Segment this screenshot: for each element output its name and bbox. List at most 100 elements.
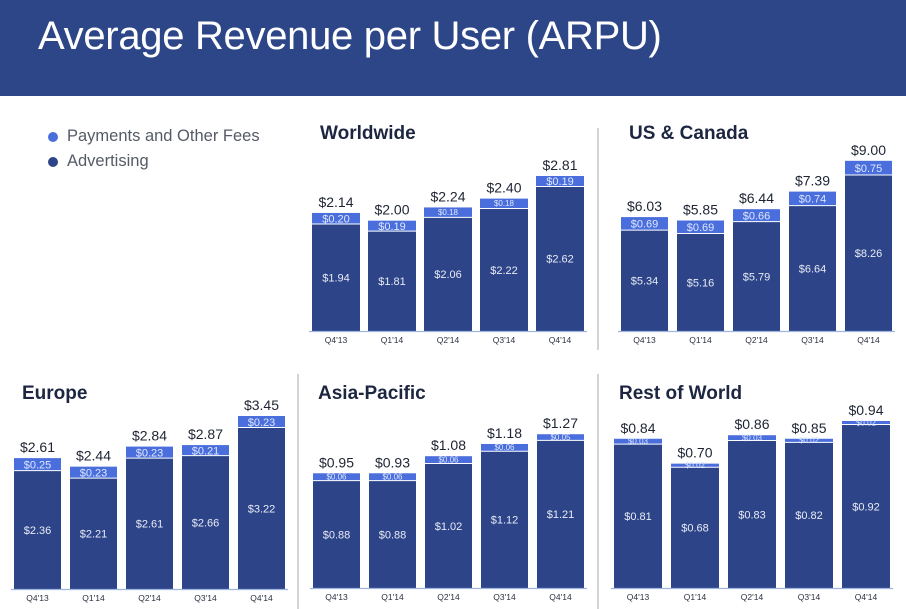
data-label-payments: $0.06: [382, 472, 403, 481]
bar-advertising: [126, 458, 173, 589]
bar-advertising: [368, 231, 416, 331]
data-label-advertising: $0.83: [738, 509, 766, 521]
legend-item-advertising: Advertising: [48, 149, 260, 174]
advertising-swatch-icon: [48, 156, 58, 167]
data-label-total: $3.45: [244, 397, 279, 413]
data-label-advertising: $0.81: [624, 511, 652, 523]
data-label-advertising: $0.88: [323, 529, 351, 541]
data-label-total: $0.84: [620, 420, 655, 436]
data-label-advertising: $0.92: [852, 501, 880, 513]
data-label-payments: $0.19: [546, 176, 574, 188]
payments-swatch-icon: [48, 131, 58, 142]
bar-payments: [728, 435, 776, 441]
bar-payments: [182, 445, 229, 456]
page-title: Average Revenue per User (ARPU): [38, 14, 662, 58]
bar-advertising: [842, 424, 890, 588]
x-tick-label: Q2'14: [745, 335, 768, 345]
bar-advertising: [70, 478, 117, 589]
x-tick-label: Q2'14: [741, 592, 764, 602]
divider-top-right: [597, 128, 599, 350]
data-label-advertising: $1.81: [378, 276, 406, 288]
bar-payments: [70, 466, 117, 479]
data-label-advertising: $2.21: [80, 529, 108, 541]
data-label-total: $1.18: [487, 425, 522, 441]
bar-payments: [480, 198, 528, 209]
bar-advertising: [785, 442, 833, 588]
x-tick-label: Q4'13: [627, 592, 650, 602]
x-tick-label: Q2'14: [437, 335, 460, 345]
data-label-payments: $0.23: [136, 447, 164, 459]
bar-payments: [369, 473, 416, 481]
bar-payments: [785, 438, 833, 443]
legend-label: Payments and Other Fees: [67, 127, 260, 145]
x-tick-label: Q1'14: [82, 593, 105, 603]
data-label-advertising: $2.66: [192, 517, 220, 529]
x-tick-label: Q2'14: [138, 593, 161, 603]
data-label-payments: $0.69: [687, 222, 715, 234]
bar-advertising: [536, 186, 584, 331]
x-tick-label: Q4'13: [325, 592, 348, 602]
x-tick-label: Q4'13: [633, 335, 656, 345]
data-label-payments: $0.02: [685, 461, 706, 470]
x-tick-label: Q4'13: [26, 593, 49, 603]
chart-title: Asia-Pacific: [318, 383, 426, 404]
x-tick-label: Q4'14: [549, 335, 572, 345]
bar-payments: [789, 191, 836, 206]
data-label-advertising: $2.22: [490, 265, 518, 277]
bar-payments: [424, 207, 472, 218]
x-tick-label: Q1'14: [381, 335, 404, 345]
x-tick-label: Q1'14: [381, 592, 404, 602]
data-label-total: $2.84: [132, 428, 167, 444]
data-label-total: $0.85: [791, 420, 826, 436]
slide-header: Average Revenue per User (ARPU): [0, 0, 906, 96]
data-label-payments: $0.23: [248, 417, 276, 429]
x-tick-label: Q3'14: [801, 335, 824, 345]
bar-advertising: [312, 223, 360, 331]
bar-payments: [537, 434, 584, 441]
data-label-payments: $0.74: [799, 194, 827, 206]
bar-advertising: [677, 233, 724, 331]
data-label-advertising: $1.02: [435, 521, 463, 533]
bar-payments: [845, 160, 892, 175]
bar-payments: [481, 443, 528, 452]
data-label-advertising: $0.82: [795, 510, 823, 522]
bar-payments: [536, 176, 584, 187]
data-label-advertising: $3.22: [248, 503, 276, 515]
data-label-advertising: $8.26: [855, 248, 883, 260]
data-label-total: $2.61: [20, 439, 55, 455]
data-label-advertising: $1.12: [491, 515, 519, 527]
bar-advertising: [614, 444, 662, 588]
data-label-total: $0.86: [734, 416, 769, 432]
bar-advertising: [424, 217, 472, 331]
bar-advertising: [481, 451, 528, 588]
data-label-payments: $0.02: [856, 418, 877, 427]
data-label-payments: $0.03: [742, 433, 763, 442]
data-label-advertising: $6.64: [799, 263, 827, 275]
bar-advertising: [238, 427, 285, 589]
data-label-total: $2.44: [76, 448, 111, 464]
data-label-payments: $0.06: [326, 472, 347, 481]
bar-advertising: [621, 230, 668, 331]
bar-advertising: [671, 467, 719, 588]
chart-title: US & Canada: [629, 123, 749, 144]
data-label-advertising: $2.36: [24, 525, 52, 537]
bar-payments: [671, 463, 719, 468]
x-tick-label: Q3'14: [493, 592, 516, 602]
bar-advertising: [14, 470, 61, 589]
data-label-total: $0.94: [848, 402, 883, 418]
data-label-payments: $0.21: [192, 445, 220, 457]
x-tick-label: Q2'14: [437, 592, 460, 602]
data-label-advertising: $1.94: [322, 272, 350, 284]
legend-label: Advertising: [67, 152, 149, 170]
x-tick-label: Q4'14: [250, 593, 273, 603]
data-label-advertising: $0.68: [681, 523, 709, 535]
bar-advertising: [425, 463, 472, 588]
bar-advertising: [845, 174, 892, 331]
bar-advertising: [369, 480, 416, 588]
data-label-total: $2.00: [374, 202, 409, 218]
bar-advertising: [537, 440, 584, 588]
bar-payments: [313, 473, 360, 481]
